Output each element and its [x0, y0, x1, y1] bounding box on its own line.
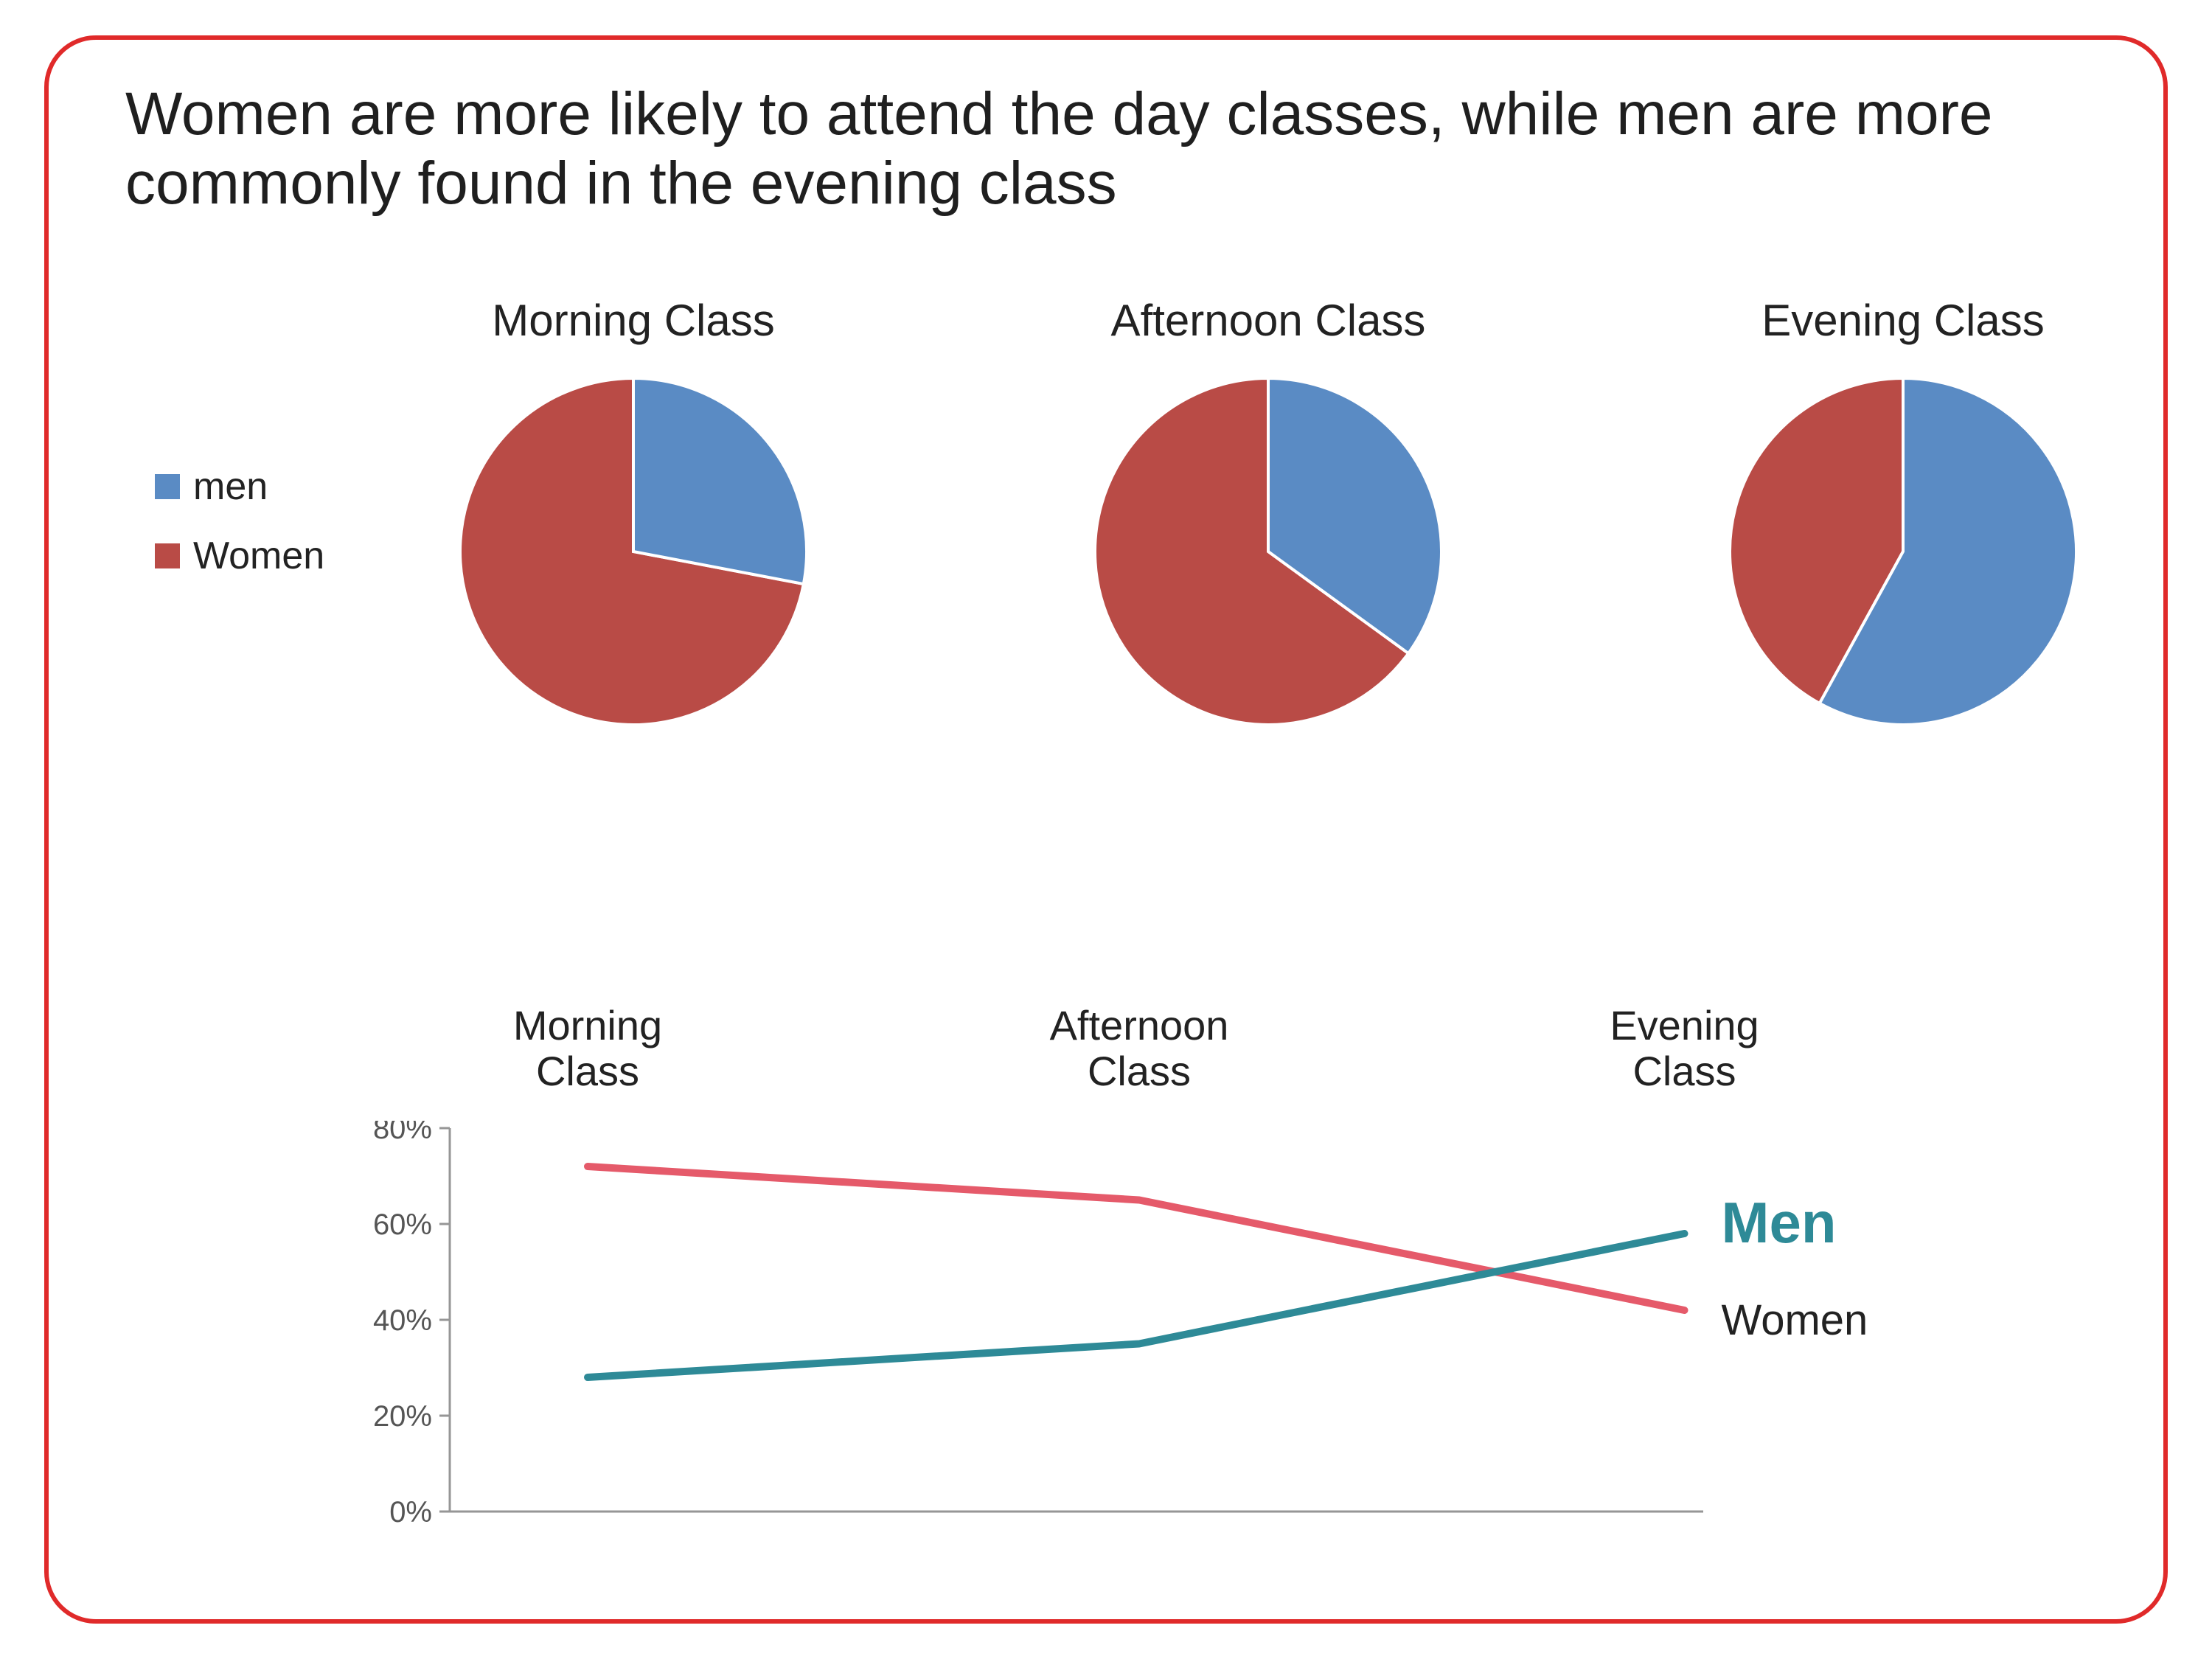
legend-label-men: men [193, 465, 268, 509]
svg-text:0%: 0% [389, 1496, 432, 1528]
line-xlabel-evening: EveningClass [1552, 1003, 1818, 1093]
line-chart-area: MorningClass AfternoonClass EveningClass… [347, 1003, 1954, 1548]
svg-text:80%: 80% [373, 1121, 432, 1145]
pie-title-afternoon: Afternoon Class [1111, 295, 1426, 346]
pie-chart-morning [457, 375, 810, 728]
svg-text:60%: 60% [373, 1208, 432, 1241]
legend-swatch-women [155, 543, 180, 568]
page-title: Women are more likely to attend the day … [125, 80, 2072, 219]
legend: men Women [155, 465, 324, 603]
legend-label-women: Women [193, 534, 324, 578]
line-chart: 0% 20% 40% 60% 80% [347, 1121, 1703, 1534]
pie-title-evening: Evening Class [1761, 295, 2045, 346]
pie-col-morning: Morning Class [457, 295, 810, 728]
pie-col-afternoon: Afternoon Class [1092, 295, 1444, 728]
pie-chart-evening [1727, 375, 2079, 728]
line-xlabel-morning: MorningClass [455, 1003, 720, 1093]
svg-text:40%: 40% [373, 1304, 432, 1337]
line-end-label-men: Men [1722, 1189, 1837, 1256]
svg-text:20%: 20% [373, 1400, 432, 1433]
legend-swatch-men [155, 474, 180, 499]
pie-row: Morning Class Afternoon Class Evening Cl… [457, 295, 2079, 728]
legend-item-men: men [155, 465, 324, 509]
pie-col-evening: Evening Class [1727, 295, 2079, 728]
line-end-label-women: Women [1722, 1295, 1868, 1345]
line-xlabel-afternoon: AfternoonClass [1006, 1003, 1272, 1093]
legend-item-women: Women [155, 534, 324, 578]
pie-chart-afternoon [1092, 375, 1444, 728]
pie-title-morning: Morning Class [492, 295, 774, 346]
